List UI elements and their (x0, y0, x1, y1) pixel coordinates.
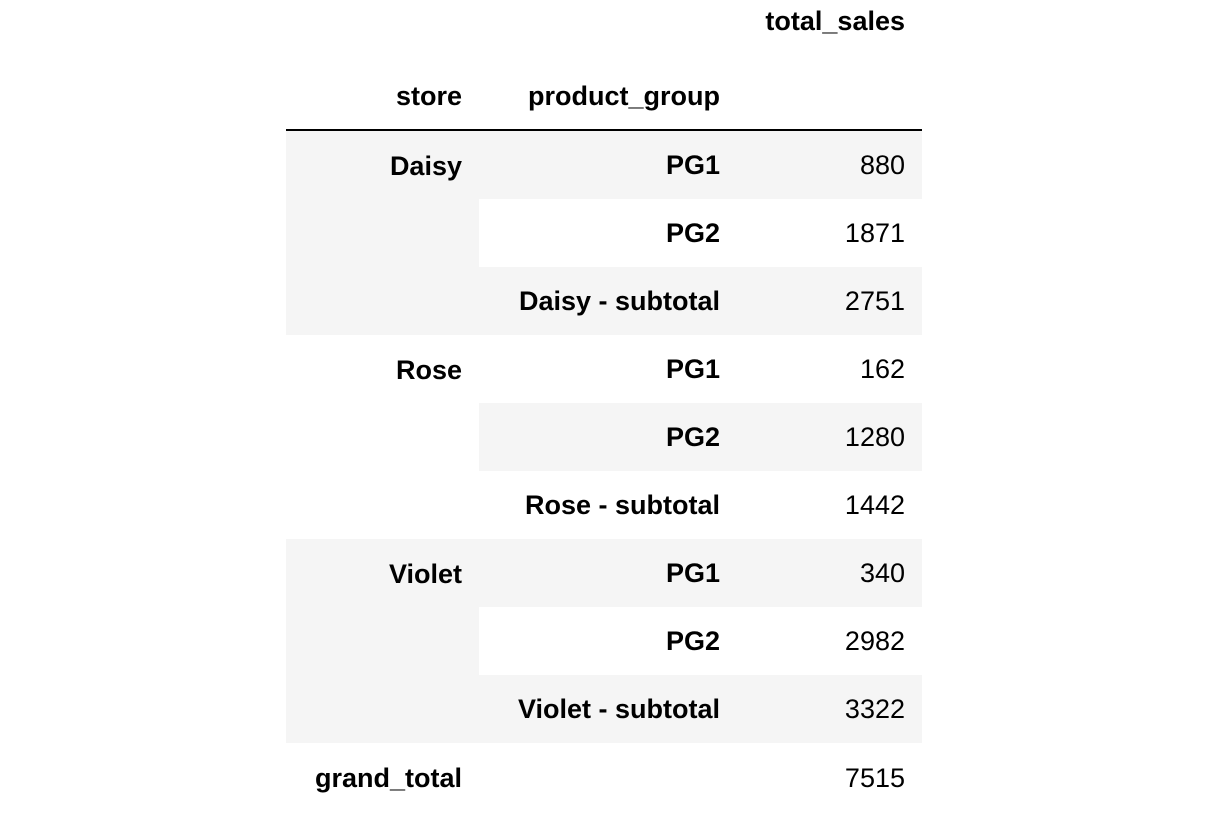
total-sales-value: 1871 (737, 199, 922, 267)
product-group-index-header: product_group (528, 80, 720, 111)
store-label: Rose (286, 335, 479, 539)
header-blank (737, 63, 922, 130)
product-group-label: PG2 (479, 403, 737, 471)
subtotal-value: 3322 (737, 675, 922, 743)
subtotal-value: 1442 (737, 471, 922, 539)
index-name-row: store product_group (286, 63, 922, 130)
table-row: PG2 2982 (286, 607, 922, 675)
header-blank (479, 0, 737, 63)
subtotal-value: 2751 (737, 267, 922, 335)
total-sales-value: 340 (737, 539, 922, 607)
table-row: Violet PG1 340 (286, 539, 922, 743)
table-row: Rose PG1 162 (286, 335, 922, 539)
table-row: Daisy - subtotal 2751 (286, 267, 922, 335)
subtotal-label: Violet - subtotal (479, 675, 737, 743)
table-row: Rose - subtotal 1442 (286, 471, 922, 539)
subtotal-label: Daisy - subtotal (479, 267, 737, 335)
grand-total-group-blank (479, 743, 737, 813)
total-sales-value: 880 (737, 130, 922, 199)
product-group-label: PG1 (479, 539, 737, 607)
product-group-label: PG2 (479, 199, 737, 267)
store-label: Daisy (286, 130, 479, 335)
grand-total-value: 7515 (737, 743, 922, 813)
product-group-label: PG1 (479, 335, 737, 403)
dataframe-table: total_sales store product_group Daisy PG… (286, 0, 922, 813)
table-row: Violet - subtotal 3322 (286, 675, 922, 743)
table-row: PG2 1280 (286, 403, 922, 471)
total-sales-value: 1280 (737, 403, 922, 471)
dataframe-table-container: total_sales store product_group Daisy PG… (286, 0, 922, 813)
total-sales-column-header: total_sales (765, 6, 905, 36)
store-label: Violet (286, 539, 479, 743)
table-row: grand_total 7515 (286, 743, 922, 813)
product-group-label: PG1 (479, 130, 737, 199)
table-row: Daisy PG1 880 (286, 130, 922, 335)
store-index-header: store (395, 80, 462, 111)
subtotal-label: Rose - subtotal (479, 471, 737, 539)
total-sales-value: 162 (737, 335, 922, 403)
product-group-label: PG2 (479, 607, 737, 675)
total-sales-value: 2982 (737, 607, 922, 675)
grand-total-label: grand_total (286, 743, 479, 813)
table-row: PG2 1871 (286, 199, 922, 267)
column-header-row: total_sales (286, 0, 922, 63)
header-blank (286, 0, 479, 63)
